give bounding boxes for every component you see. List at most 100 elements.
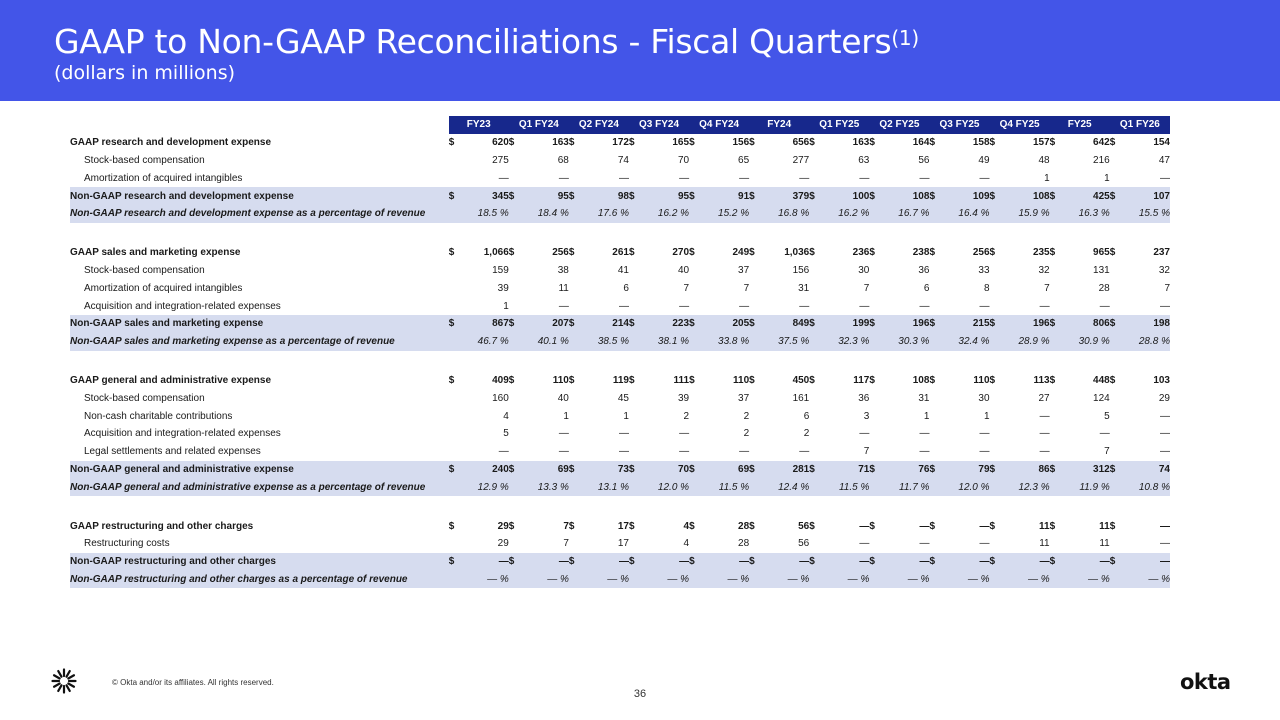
currency-symbol: $ <box>749 520 755 532</box>
currency-symbol: $ <box>869 314 894 333</box>
cell-value: 36 <box>918 264 930 276</box>
currency-symbol <box>569 407 593 425</box>
cell-value: 199 <box>833 314 870 333</box>
cell-value: 223 <box>653 314 690 333</box>
currency-symbol <box>689 389 713 407</box>
currency-symbol <box>629 389 653 407</box>
cell-value: 38 <box>557 264 569 276</box>
currency-symbol <box>449 262 473 280</box>
currency-symbol: $ <box>749 187 774 205</box>
cell-value: — <box>1099 428 1110 440</box>
currency-symbol: $ <box>989 552 1014 571</box>
currency-symbol <box>929 443 953 461</box>
cell-value: — <box>558 300 569 312</box>
cell-value: — % <box>1073 570 1110 589</box>
currency-symbol: $ <box>1109 247 1116 259</box>
cell-value: 261 <box>612 247 629 259</box>
cell-value: 45 <box>617 392 629 404</box>
column-header: Q3 FY25 <box>929 116 990 134</box>
currency-symbol <box>809 297 833 315</box>
cell-value: — % <box>532 570 569 589</box>
currency-symbol <box>508 332 533 351</box>
cell-value: — <box>532 552 569 571</box>
table-row: Non-GAAP research and development expens… <box>70 204 1170 223</box>
cell-value: — <box>713 552 750 571</box>
column-header: FY23 <box>448 116 509 134</box>
currency-symbol <box>1050 169 1074 187</box>
cell-value: 95 <box>532 187 569 205</box>
currency-symbol <box>990 535 1014 553</box>
cell-value: 256 <box>552 247 569 259</box>
currency-symbol <box>1050 407 1074 425</box>
currency-symbol: $ <box>869 374 875 386</box>
cell-value: 15.9 % <box>1013 204 1050 223</box>
column-header: FY25 <box>1049 116 1110 134</box>
cell-value: 240 <box>472 460 509 479</box>
cell-value: — <box>1160 428 1170 440</box>
table-row: Non-cash charitable contributions 4 1 1 2 2 6 3… <box>70 407 1170 425</box>
cell-value: 91 <box>713 187 750 205</box>
currency-symbol <box>929 169 953 187</box>
cell-value: 12.4 % <box>773 478 810 497</box>
cell-value: 40 <box>677 264 690 276</box>
cell-value: 1 <box>623 410 629 422</box>
currency-symbol: $ <box>1109 374 1116 386</box>
cell-value: 47 <box>1158 154 1170 166</box>
cell-value: 17.6 % <box>592 204 629 223</box>
currency-symbol: $ <box>1049 460 1074 479</box>
cell-value: 117 <box>853 374 870 386</box>
cell-value: 6 <box>923 282 930 294</box>
currency-symbol: $ <box>1049 314 1074 333</box>
currency-symbol: $ <box>508 187 533 205</box>
row-label: GAAP restructuring and other charges <box>70 520 254 532</box>
cell-value: 73 <box>592 460 629 479</box>
currency-symbol <box>929 204 954 223</box>
column-header: Q4 FY24 <box>689 116 750 134</box>
currency-symbol <box>509 262 533 280</box>
currency-symbol <box>569 169 593 187</box>
currency-symbol: $ <box>749 460 774 479</box>
cell-value: 345 <box>472 187 509 205</box>
cell-value: 4 <box>683 520 690 532</box>
cell-value: 205 <box>713 314 750 333</box>
currency-symbol <box>869 279 893 297</box>
cell-value: — <box>679 428 690 440</box>
currency-symbol <box>1109 570 1134 589</box>
cell-value: 70 <box>677 154 690 166</box>
cell-value: — <box>979 172 990 184</box>
cell-value: 156 <box>792 264 810 276</box>
cell-value: 4 <box>503 410 509 422</box>
cell-value: 17 <box>617 520 629 532</box>
title-banner: GAAP to Non-GAAP Reconciliations - Fisca… <box>0 0 1280 101</box>
currency-symbol: $ <box>689 247 695 259</box>
currency-symbol <box>809 443 833 461</box>
cell-value: — <box>859 428 870 440</box>
cell-value: — <box>1160 520 1170 532</box>
row-label: Non-GAAP sales and marketing expense as … <box>70 332 449 351</box>
cell-value: — <box>618 446 629 458</box>
currency-symbol <box>809 570 834 589</box>
currency-symbol: $ <box>929 374 935 386</box>
cell-value: 28.8 % <box>1133 332 1170 351</box>
currency-symbol <box>1109 478 1134 497</box>
row-label: Restructuring costs <box>84 538 170 550</box>
cell-value: 2 <box>743 428 750 440</box>
currency-symbol <box>929 425 953 443</box>
table-row: Non-GAAP research and development expens… <box>70 187 1170 205</box>
currency-symbol: $ <box>568 520 575 532</box>
currency-symbol <box>809 407 833 425</box>
currency-symbol: $ <box>448 314 473 333</box>
cell-value: 867 <box>472 314 509 333</box>
currency-symbol: $ <box>508 552 533 571</box>
cell-value: — <box>1039 428 1050 440</box>
currency-symbol <box>929 332 954 351</box>
cell-value: 249 <box>732 247 750 259</box>
currency-symbol: $ <box>628 247 635 259</box>
cell-value: 4 <box>683 538 690 550</box>
cell-value: 56 <box>918 154 930 166</box>
currency-symbol <box>809 262 833 280</box>
cell-value: — <box>739 446 750 458</box>
cell-value: 31 <box>918 392 930 404</box>
table-row: Acquisition and integration-related expe… <box>70 425 1170 443</box>
cell-value: 281 <box>773 460 810 479</box>
